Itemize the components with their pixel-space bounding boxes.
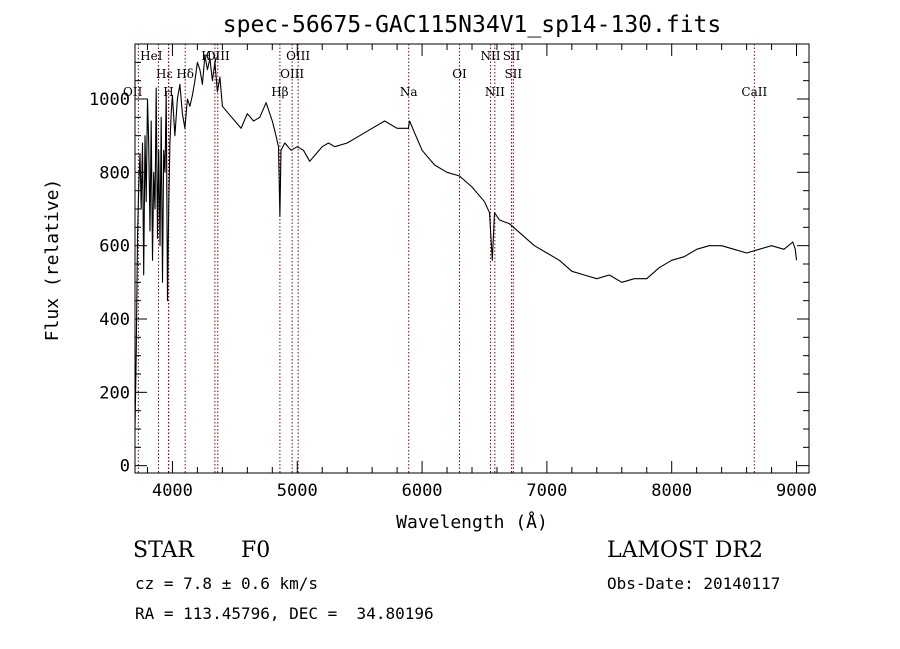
redshift-velocity: cz = 7.8 ± 0.6 km/s bbox=[135, 574, 319, 593]
line-marker-label: OIII bbox=[280, 67, 304, 81]
y-tick-label: 1000 bbox=[89, 90, 130, 110]
line-marker-label: SII bbox=[504, 67, 522, 81]
line-marker-label: H bbox=[163, 85, 173, 99]
plot-area-border bbox=[134, 43, 810, 474]
object-class: STAR bbox=[133, 538, 194, 563]
y-tick-label: 0 bbox=[120, 457, 130, 477]
chart-title: spec-56675-GAC115N34V1_sp14-130.fits bbox=[223, 12, 722, 38]
spectral-subclass: F0 bbox=[241, 538, 271, 563]
x-tick-label: 5000 bbox=[277, 481, 318, 501]
line-marker-label: Hβ bbox=[271, 85, 288, 99]
line-marker-label: HeI bbox=[140, 49, 163, 63]
line-marker-label: OIII bbox=[286, 49, 310, 63]
plot-frame bbox=[134, 43, 810, 474]
line-marker-label: SII bbox=[503, 49, 521, 63]
coordinates: RA = 113.45796, DEC = 34.80196 bbox=[135, 604, 434, 623]
spectrum-line bbox=[134, 54, 798, 430]
obs-date: Obs-Date: 20140117 bbox=[607, 574, 781, 593]
x-tick-label: 8000 bbox=[651, 481, 692, 501]
y-tick-label: 200 bbox=[99, 383, 130, 403]
line-marker-label: Na bbox=[400, 85, 418, 99]
x-tick-label: 7000 bbox=[526, 481, 567, 501]
x-tick-label: 9000 bbox=[776, 481, 817, 501]
y-tick-label: 400 bbox=[99, 310, 130, 330]
line-marker-label: NII bbox=[485, 85, 505, 99]
line-marker-label: Hδ bbox=[176, 67, 194, 81]
y-axis-ticks: 0 200 400 600 800 1000 bbox=[89, 61, 809, 477]
line-marker-label: Hε bbox=[156, 67, 173, 81]
x-tick-label: 6000 bbox=[402, 481, 443, 501]
line-marker-label: OIII bbox=[206, 49, 230, 63]
x-tick-label: 4000 bbox=[152, 481, 193, 501]
x-axis-ticks: 4000 5000 6000 7000 8000 9000 bbox=[146, 44, 817, 501]
line-marker-label: NII bbox=[480, 49, 500, 63]
line-markers: OIIHγHεHeIHHδOIIIHβOIIIOIIINaOINIINIISII… bbox=[123, 44, 767, 473]
y-tick-label: 800 bbox=[99, 163, 130, 183]
y-axis-label: Flux (relative) bbox=[42, 179, 63, 342]
x-axis-label: Wavelength (Å) bbox=[396, 511, 548, 533]
line-marker-label: CaII bbox=[741, 85, 767, 99]
survey-name: LAMOST DR2 bbox=[607, 538, 763, 563]
y-tick-label: 600 bbox=[99, 237, 130, 257]
line-marker-label: OI bbox=[452, 67, 467, 81]
line-marker-label: OII bbox=[123, 85, 143, 99]
